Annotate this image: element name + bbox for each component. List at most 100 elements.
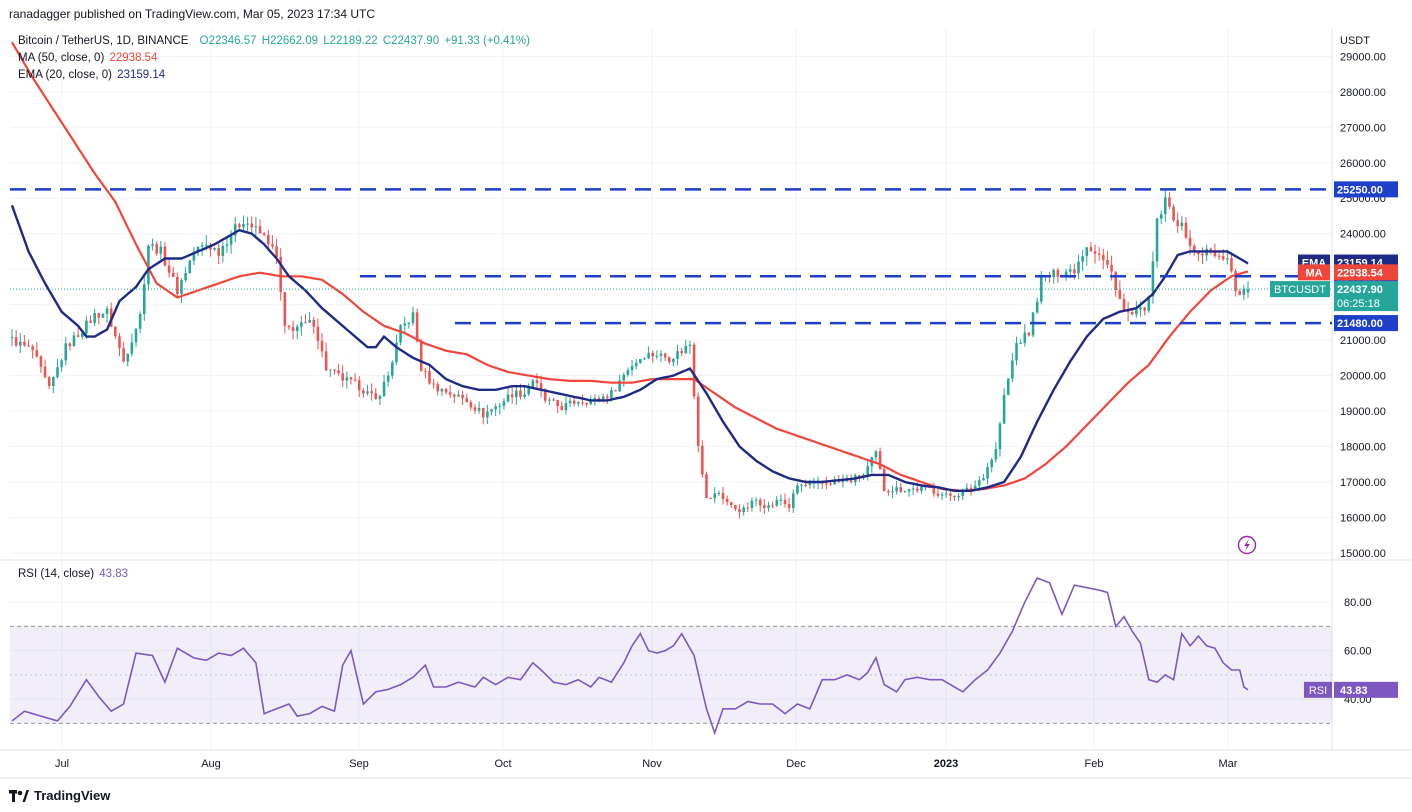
candle-body [345, 377, 349, 381]
ohlc-open: O22346.57 [199, 35, 257, 47]
candle-body [614, 390, 617, 392]
candle-body [643, 358, 646, 360]
candle-body [659, 353, 663, 356]
candle [882, 464, 886, 492]
candle-body [68, 343, 72, 347]
candle-body [771, 505, 774, 507]
candle-body [721, 493, 725, 499]
candle-body [746, 507, 750, 509]
candle [419, 338, 423, 372]
price-tick-label: 21000.00 [1340, 335, 1386, 347]
candle-body [672, 358, 675, 363]
candle-body [271, 244, 274, 247]
candle [696, 392, 700, 453]
candle-body [159, 246, 163, 254]
candle [64, 336, 68, 366]
time-tick-label: Sep [349, 758, 369, 770]
candle [746, 502, 750, 513]
candle-body [936, 493, 940, 496]
candle [903, 490, 907, 493]
candle [167, 258, 171, 278]
ohlc-change: +91.33 (+0.41%) [444, 35, 530, 47]
candle-body [176, 276, 179, 294]
ema-legend-label: EMA (20, close, 0) [18, 69, 112, 81]
candle-body [101, 313, 105, 318]
tradingview-brand[interactable]: TradingView [9, 788, 110, 803]
candle [18, 333, 22, 354]
candle-body [1201, 253, 1204, 256]
candle [122, 341, 125, 363]
candle [114, 326, 117, 340]
candle [1172, 204, 1175, 223]
candle [1031, 311, 1035, 338]
candle-body [1114, 271, 1118, 291]
candle-body [283, 292, 287, 326]
candle-body [386, 375, 390, 382]
candle [502, 398, 506, 410]
candle-body [93, 313, 96, 323]
candle-body [56, 367, 59, 378]
ohlc-low: L22189.22 [323, 35, 378, 47]
candle-body [986, 467, 989, 479]
candle [440, 388, 444, 396]
candle-body [957, 496, 960, 498]
candle [304, 314, 307, 324]
candle-body [453, 394, 456, 397]
candle [1143, 306, 1146, 316]
candle [498, 402, 502, 415]
candle-body [630, 366, 634, 371]
candle [155, 241, 158, 256]
candle-body [473, 407, 477, 411]
candle-body [192, 251, 196, 261]
candle [378, 394, 382, 405]
candle [457, 390, 460, 397]
candle [407, 322, 411, 329]
candle-body [200, 245, 204, 247]
series-badge-ma: 22938.54 [1334, 264, 1398, 281]
candle-body [320, 340, 324, 352]
rsi-line [11, 576, 1249, 736]
ma-legend[interactable]: MA (50, close, 0) 22938.54 [18, 52, 157, 64]
time-tick-label: Jul [55, 758, 69, 770]
candle-body [647, 352, 650, 359]
candle-body [76, 335, 80, 337]
candle-body [155, 244, 158, 254]
candle-body [428, 370, 431, 384]
ma-legend-label: MA (50, close, 0) [18, 52, 105, 64]
rsi-legend-label: RSI (14, close) [18, 568, 95, 580]
candle-body [1172, 206, 1175, 221]
candle [556, 399, 559, 414]
candle [568, 397, 572, 408]
candle-body [262, 233, 266, 236]
candle-body [969, 487, 973, 490]
event-lightning-icon[interactable] [1237, 535, 1257, 555]
time-tick-label: Oct [494, 758, 511, 770]
rsi-legend[interactable]: RSI (14, close) 43.83 [18, 568, 128, 580]
candle-body [1110, 264, 1113, 272]
ema-legend[interactable]: EMA (20, close, 0) 23159.14 [18, 69, 165, 81]
candle [709, 497, 712, 500]
symbol-name[interactable]: Bitcoin / TetherUS, 1D, BINANCE [18, 35, 189, 47]
candle-body [486, 411, 489, 418]
price-tick-label: 24000.00 [1340, 229, 1386, 241]
candle-body [1234, 271, 1237, 292]
candle [432, 378, 435, 389]
candle-body [734, 505, 737, 509]
candle-body [725, 498, 729, 503]
candle [754, 496, 758, 507]
candle [312, 316, 316, 334]
candle [97, 312, 101, 325]
symbol-legend: Bitcoin / TetherUS, 1D, BINANCE O22346.5… [18, 35, 530, 47]
price-tick-label: 16000.00 [1340, 512, 1386, 524]
candle [391, 360, 394, 380]
candle-body [564, 403, 568, 411]
candle-body [97, 313, 101, 318]
candle-body [362, 390, 365, 394]
candle [217, 243, 220, 265]
level-badge: 21480.00 [1334, 315, 1398, 332]
candle [523, 386, 526, 400]
candle [481, 407, 485, 425]
price-tick-label: 17000.00 [1340, 477, 1386, 489]
candle-body [738, 508, 741, 513]
